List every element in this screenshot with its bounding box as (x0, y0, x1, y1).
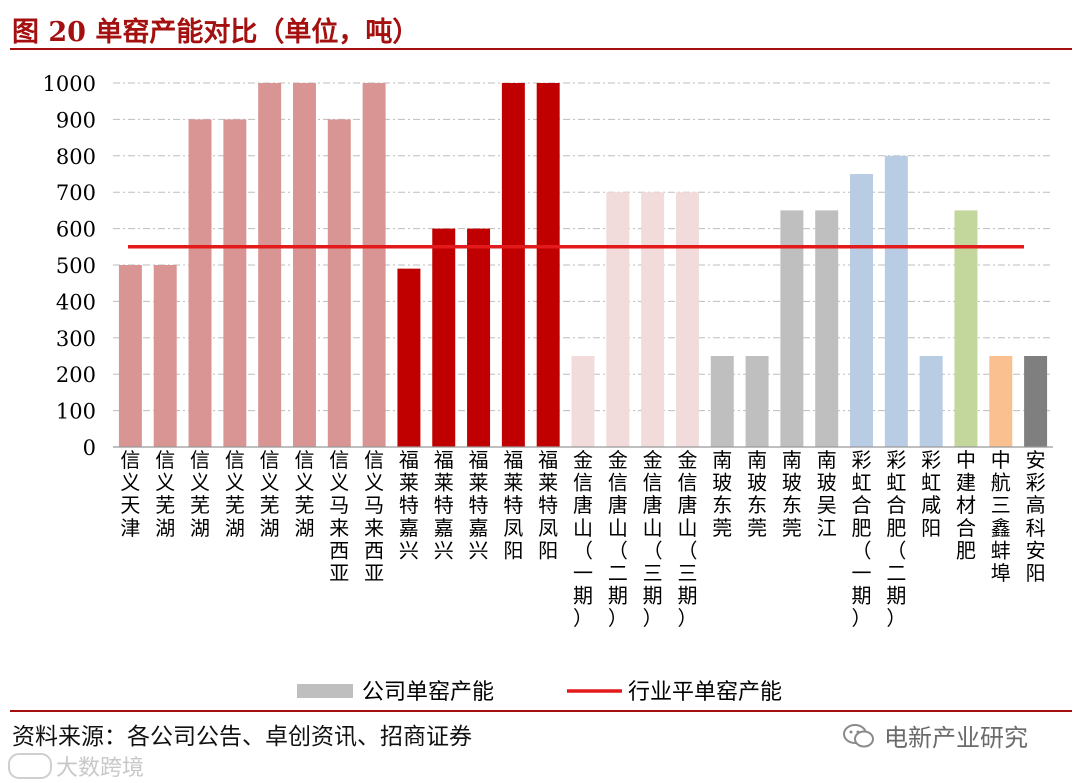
x-tick-label: 信义芜湖 (225, 448, 245, 540)
watermark: 大数跨境 (8, 750, 144, 782)
brand-label: 电新产业研究 (842, 718, 1028, 753)
bar (327, 119, 351, 448)
x-tick-label: 信义芜湖 (155, 448, 175, 540)
bar (919, 356, 943, 447)
x-tick-label: 南玻东莞 (782, 448, 802, 540)
bar (884, 155, 908, 448)
y-tick-label: 700 (56, 181, 96, 205)
bar (467, 228, 491, 447)
x-tick-label: 南玻吴江 (817, 448, 837, 540)
y-tick-label: 1000 (43, 72, 96, 96)
x-tick-label: 福莱特凤阳 (538, 448, 558, 562)
bar-chart: 01002003004005006007008009001000信义天津信义芜湖… (43, 72, 1053, 705)
bar (606, 192, 630, 447)
y-tick-label: 100 (56, 400, 96, 424)
y-tick-label: 800 (56, 145, 96, 169)
bar (432, 228, 456, 447)
bar (850, 174, 874, 447)
x-tick-label: 信义芜湖 (294, 448, 314, 540)
bar (362, 83, 386, 447)
watermark-text: 大数跨境 (56, 756, 145, 781)
footer-rule (10, 710, 1072, 712)
x-tick-label: 福莱特嘉兴 (434, 448, 454, 562)
x-tick-label: 信义马来西亚 (329, 448, 349, 585)
y-tick-label: 0 (83, 436, 96, 460)
bar (292, 83, 316, 447)
x-tick-label: 中建材合肥 (956, 448, 976, 562)
header-rule (10, 48, 1072, 50)
x-tick-label: 信义芜湖 (190, 448, 210, 540)
y-tick-label: 300 (56, 327, 96, 351)
watermark-logo-icon (8, 753, 52, 779)
y-tick-label: 200 (56, 363, 96, 387)
x-tick-label: 彩虹合肥（二期） (886, 448, 906, 630)
x-tick-label: 福莱特凤阳 (503, 448, 523, 562)
bar (397, 268, 421, 447)
x-tick-label: 安彩高科安阳 (1026, 448, 1046, 585)
bar (815, 210, 839, 447)
bar (223, 119, 247, 448)
bar (1024, 356, 1048, 447)
bar (954, 210, 978, 447)
x-tick-label: 金信唐山（三期） (677, 448, 697, 630)
x-tick-label: 南玻东莞 (747, 448, 767, 540)
x-tick-label: 中航三鑫蚌埠 (991, 448, 1011, 585)
x-tick-label: 金信唐山（二期） (608, 448, 628, 630)
bar (780, 210, 804, 447)
x-tick-label: 彩虹合肥（一期） (852, 448, 872, 630)
bar (710, 356, 734, 447)
x-tick-label: 信义天津 (120, 448, 140, 540)
x-tick-label: 金信唐山（一期） (573, 448, 593, 630)
wechat-icon (843, 723, 874, 747)
bar (989, 356, 1013, 447)
bar (571, 356, 595, 447)
brand-text: 电新产业研究 (884, 724, 1028, 752)
x-tick-label: 彩虹咸阳 (921, 448, 941, 540)
bar (745, 356, 769, 447)
bar (536, 83, 560, 447)
y-tick-label: 900 (56, 108, 96, 132)
bar (501, 83, 525, 447)
y-tick-label: 500 (56, 254, 96, 278)
x-tick-label: 南玻东莞 (712, 448, 732, 540)
x-tick-label: 信义芜湖 (260, 448, 280, 540)
legend-bar-swatch (297, 684, 353, 698)
bar (188, 119, 212, 448)
x-tick-label: 信义马来西亚 (364, 448, 384, 585)
x-tick-label: 金信唐山（三期） (643, 448, 663, 630)
legend-label-industry: 行业平单窑产能 (628, 680, 782, 705)
source-note: 资料来源：各公司公告、卓创资讯、招商证券 (12, 724, 472, 750)
legend-label-company: 公司单窑产能 (362, 680, 494, 705)
bar (153, 265, 177, 447)
y-tick-label: 400 (56, 290, 96, 314)
bar (675, 192, 699, 447)
x-tick-label: 福莱特嘉兴 (399, 448, 419, 562)
y-tick-label: 600 (56, 218, 96, 242)
bar (258, 83, 282, 447)
x-tick-label: 福莱特嘉兴 (469, 448, 489, 562)
chart-title: 图 20 单窑产能对比（单位，吨） (12, 17, 420, 48)
bar (118, 265, 142, 447)
bar (641, 192, 665, 447)
